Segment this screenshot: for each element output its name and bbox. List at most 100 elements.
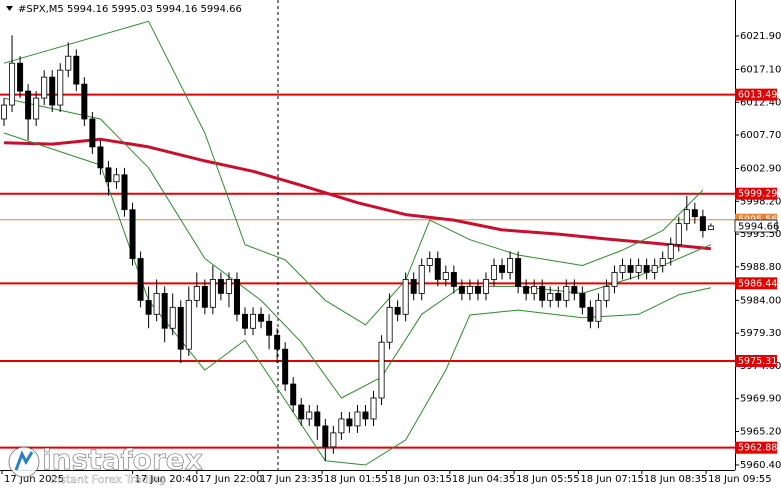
chart-title: #SPX,M5 5994.16 5995.03 5994.16 5994.66 (18, 4, 242, 15)
candle-body (683, 209, 690, 225)
candle-body (266, 320, 273, 336)
logo-tagline: Instant Forex Trading (50, 473, 166, 486)
candle-body (627, 265, 634, 273)
candle-body (370, 397, 377, 420)
candle-body (386, 306, 393, 343)
candle-body (25, 90, 32, 120)
candle-body (201, 286, 208, 308)
logo-icon-mark (14, 450, 34, 471)
candle-body (9, 62, 16, 106)
x-tick-label: 17 Jun 23:35 (260, 474, 324, 485)
y-tick-label: 6012.40 (740, 97, 781, 108)
y-tick-label: 6007.70 (740, 130, 781, 141)
y-tick-label: 5979.30 (740, 328, 781, 339)
candle-body (539, 286, 546, 301)
candle-body (354, 411, 361, 427)
candle-body (137, 258, 144, 301)
candle-body (290, 383, 297, 406)
menu-arrow (6, 6, 13, 11)
indicator-line (3, 132, 712, 466)
candle-body (129, 209, 136, 259)
candle-body (81, 83, 88, 120)
candle-body (113, 174, 120, 183)
candle-body (258, 313, 265, 322)
candle-body (169, 306, 176, 329)
level-label: 5999.29 (738, 189, 777, 200)
level-label: 5962.88 (738, 443, 777, 454)
candle-body (274, 334, 281, 350)
candle-body (57, 69, 64, 106)
candle-body (121, 174, 128, 211)
candle-body (595, 299, 602, 322)
candle-body (659, 258, 666, 266)
y-tick-label: 5965.20 (740, 426, 781, 437)
candle-body (579, 292, 586, 308)
candle-body (474, 286, 481, 294)
candle-body (338, 418, 345, 434)
candle-body (330, 432, 337, 448)
y-tick-label: 6002.90 (740, 164, 781, 175)
candle-body (17, 62, 24, 92)
logo: instaforex Instant Forex Trading (8, 443, 203, 486)
candle-body (619, 265, 626, 273)
candle-body (241, 313, 248, 329)
candle-body (1, 104, 8, 120)
candle-body (450, 272, 457, 287)
candle-body (434, 258, 441, 280)
candle-body (282, 348, 289, 385)
candle-body (643, 265, 650, 273)
candle-body (185, 299, 192, 350)
x-tick-label: 17 Jun 2025 (4, 474, 64, 485)
candle-body (153, 292, 160, 315)
candle-body (491, 265, 498, 280)
candle-body (65, 55, 72, 71)
candle-body (250, 313, 257, 329)
candle-body (691, 209, 698, 218)
x-tick-label: 18 Jun 05:55 (516, 474, 580, 485)
candle-body (97, 146, 104, 169)
candle-body (41, 76, 48, 99)
x-tick-label: 18 Jun 07:15 (580, 474, 644, 485)
candle-body (466, 286, 473, 294)
candle-body (161, 292, 168, 329)
candle-body (177, 306, 184, 350)
candle-body (105, 167, 112, 183)
candle-body (555, 292, 562, 301)
level-label-box (735, 88, 777, 101)
x-tick-label: 18 Jun 01:55 (324, 474, 388, 485)
logo-icon (8, 446, 40, 478)
y-tick-label: 6017.10 (740, 64, 781, 75)
candle-body (298, 404, 305, 420)
bid-label: 5994.66 (738, 222, 779, 233)
candle-body (499, 265, 506, 273)
candle-body (571, 286, 578, 294)
candle-body (145, 299, 152, 315)
candle-body (410, 279, 417, 294)
candle-body (667, 244, 674, 259)
marks (1, 20, 714, 466)
candle-body (322, 425, 329, 448)
candle-body (707, 225, 714, 230)
y-tick-label: 5993.50 (740, 229, 781, 240)
candle-body (378, 341, 385, 399)
y-tick-label: 6021.90 (740, 31, 781, 42)
level-label: 5986.44 (738, 278, 777, 289)
x-tick-label: 18 Jun 03:15 (388, 474, 452, 485)
candle-body (33, 97, 40, 120)
candle-body (225, 279, 232, 294)
candle-body (515, 258, 522, 287)
candle-body (587, 306, 594, 322)
candle-body (402, 279, 409, 315)
candle-body (49, 76, 56, 106)
candle-body (603, 286, 610, 301)
x-tick-label: 17 Jun 22:00 (199, 474, 263, 485)
candle-body (209, 279, 216, 308)
logo-name: instaforex (42, 443, 203, 476)
level-label-box (735, 441, 777, 454)
candle-body (458, 286, 465, 294)
y-tick-label: 5998.20 (740, 196, 781, 207)
candle-body (651, 265, 658, 273)
level-label-box (735, 277, 777, 290)
candle-body (531, 286, 538, 294)
